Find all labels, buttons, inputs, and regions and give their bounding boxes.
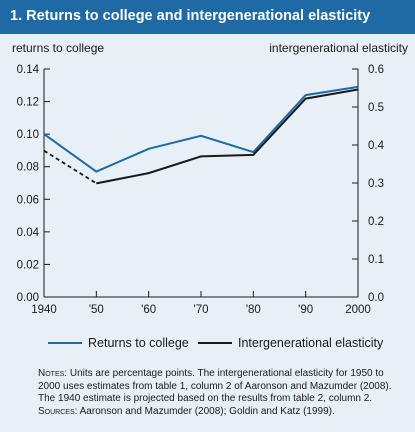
left-tick-label: 0.10 (17, 129, 39, 141)
right-tick-label: 0.1 (368, 254, 384, 266)
right-tick-label: 0.6 (368, 64, 384, 76)
right-tick-label: 0.4 (368, 140, 385, 152)
sources-label: Sources: (38, 405, 78, 417)
left-tick-label: 0.06 (17, 194, 39, 206)
legend: Returns to college Intergenerational ela… (48, 336, 408, 354)
x-tick-label: 2000 (345, 304, 371, 316)
left-tick-label: 0.00 (17, 292, 39, 304)
right-tick-label: 0.3 (368, 178, 384, 190)
x-tick-label: '70 (194, 304, 209, 316)
series-projected-segment (43, 149, 97, 185)
right-axis-title: intergenerational elasticity (269, 41, 408, 55)
right-tick-label: 0.2 (368, 216, 384, 228)
chart-title: 1. Returns to college and intergeneratio… (10, 8, 371, 24)
x-tick-label: '60 (141, 304, 156, 316)
line-chart: returns to college intergenerational elas… (12, 41, 408, 316)
x-tick-label: '80 (246, 304, 261, 316)
series-line-elasticity (96, 88, 359, 185)
left-tick-label: 0.12 (17, 97, 39, 109)
chart-notes: Notes: Units are percentage points. The … (38, 368, 408, 418)
notes-label: Notes: (38, 368, 68, 379)
left-tick-label: 0.02 (17, 259, 39, 271)
left-tick-label: 0.04 (17, 227, 40, 239)
sources-paragraph: Sources: Aaronson and Mazumder (2008); G… (38, 406, 408, 419)
left-tick-label: 0.08 (17, 162, 39, 174)
legend-label-elasticity: Intergenerational elasticity (238, 336, 384, 350)
legend-swatch-returns (48, 342, 82, 344)
legend-label-returns: Returns to college (88, 336, 189, 350)
legend-item-elasticity: Intergenerational elasticity (198, 336, 383, 350)
title-bar: 1. Returns to college and intergeneratio… (0, 0, 415, 34)
sources-text: Aaronson and Mazumder (2008); Goldin and… (77, 405, 335, 417)
x-tick-label: '50 (89, 304, 104, 316)
left-axis-title: returns to college (12, 41, 104, 55)
legend-item-returns: Returns to college (48, 336, 189, 350)
legend-swatch-elasticity (198, 342, 232, 344)
right-tick-label: 0.0 (368, 292, 384, 304)
left-tick-label: 0.14 (17, 64, 40, 76)
series-line-returns (43, 85, 359, 173)
x-tick-label: 1940 (31, 304, 57, 316)
x-tick-label: '90 (298, 304, 313, 316)
notes-paragraph: Notes: Units are percentage points. The … (38, 368, 408, 406)
notes-text: Units are percentage points. The interge… (38, 368, 392, 404)
right-tick-label: 0.5 (368, 102, 384, 114)
